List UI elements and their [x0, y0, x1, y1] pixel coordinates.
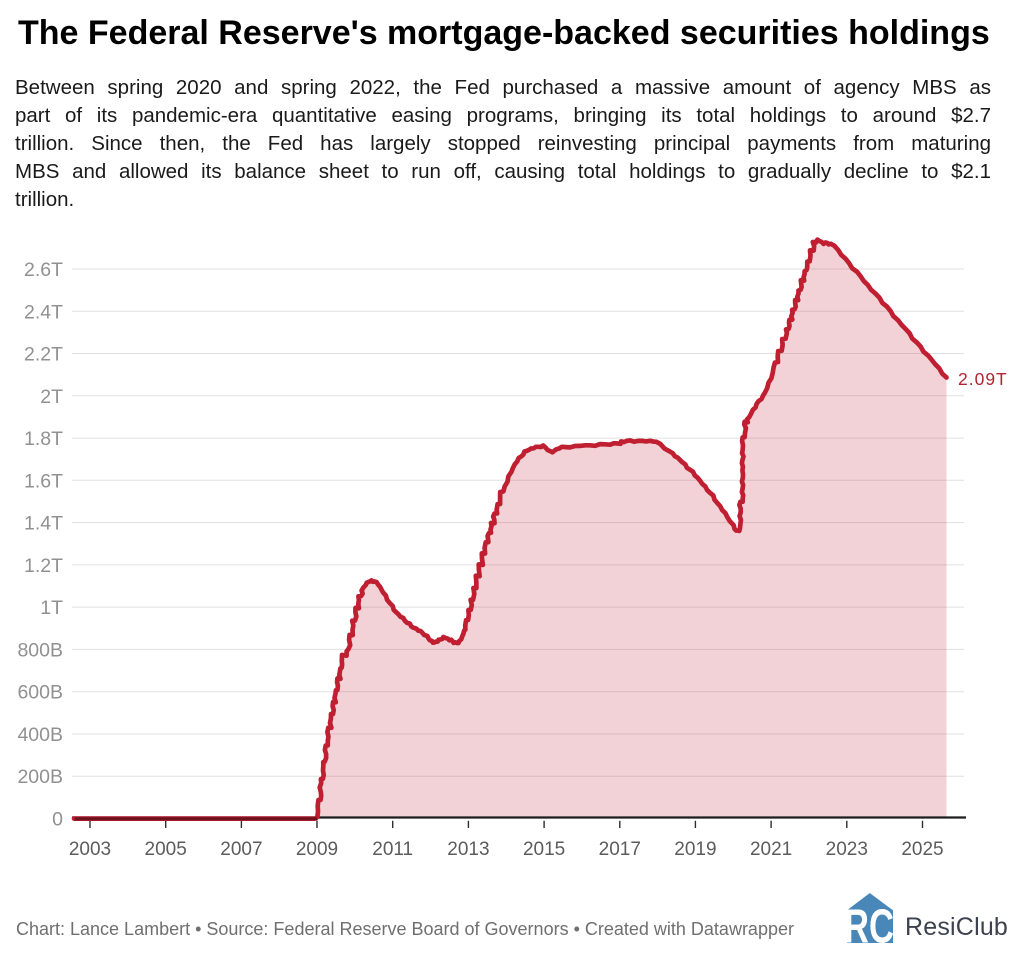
svg-text:2009: 2009: [296, 839, 338, 860]
svg-text:1.4T: 1.4T: [24, 513, 63, 535]
svg-text:400B: 400B: [17, 724, 63, 746]
svg-text:2023: 2023: [826, 839, 868, 860]
svg-text:1.2T: 1.2T: [24, 555, 63, 577]
svg-text:2007: 2007: [220, 839, 262, 860]
svg-text:1.8T: 1.8T: [24, 428, 63, 450]
svg-text:1.6T: 1.6T: [24, 470, 63, 492]
svg-text:2021: 2021: [750, 839, 792, 860]
svg-text:2.09T: 2.09T: [958, 369, 1008, 389]
svg-text:2015: 2015: [523, 839, 565, 860]
svg-text:2T: 2T: [40, 386, 63, 408]
svg-text:1T: 1T: [40, 597, 63, 619]
svg-text:2.2T: 2.2T: [24, 344, 63, 366]
svg-text:2005: 2005: [145, 839, 187, 860]
svg-text:2017: 2017: [599, 839, 641, 860]
svg-text:2013: 2013: [447, 839, 489, 860]
svg-text:2011: 2011: [372, 839, 413, 860]
svg-text:2.4T: 2.4T: [24, 301, 63, 323]
svg-text:800B: 800B: [17, 639, 63, 661]
svg-text:RC: RC: [844, 899, 894, 953]
svg-text:2019: 2019: [674, 839, 716, 860]
svg-text:0: 0: [52, 809, 63, 831]
svg-text:2025: 2025: [901, 839, 943, 860]
svg-text:2003: 2003: [69, 839, 111, 860]
svg-text:200B: 200B: [17, 766, 63, 788]
svg-text:2.6T: 2.6T: [24, 259, 63, 281]
svg-text:600B: 600B: [17, 682, 63, 704]
